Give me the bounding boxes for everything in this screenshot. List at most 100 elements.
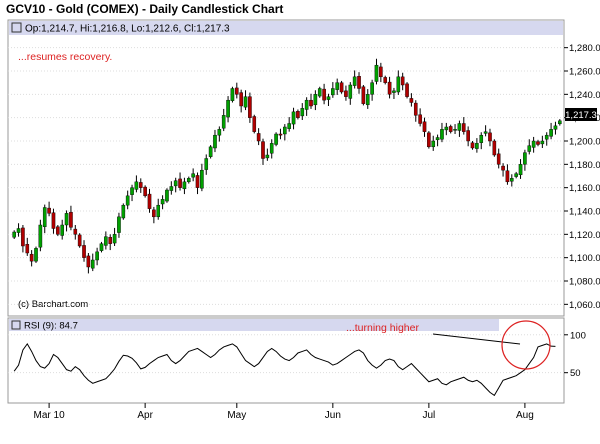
candle-down [138, 182, 143, 188]
rsi-y-axis: 50 100 [564, 330, 586, 379]
candle-up [553, 125, 558, 130]
rsi-label: RSI (9): 84.7 [24, 321, 78, 332]
candle-up [200, 169, 204, 189]
price-ytick-label: 1,180.0 [569, 160, 600, 171]
rsi-label-bar [9, 319, 499, 331]
x-axis: Mar 10 Apr May Jun Jul Aug [34, 403, 534, 421]
candle-down [86, 255, 91, 268]
candle-down [405, 83, 409, 97]
candle-up [117, 216, 121, 233]
candle-up [335, 82, 339, 90]
annotation-arrow-line [432, 333, 521, 345]
rsi-ytick-label: 100 [570, 330, 586, 341]
candle-up [370, 82, 374, 95]
price-ytick-label: 1,100.0 [569, 253, 600, 264]
candle-down [21, 227, 25, 247]
candle-up [121, 204, 126, 219]
candle-up [453, 129, 457, 131]
candle-down [51, 212, 56, 229]
candle-up [435, 137, 440, 141]
candle-up [95, 251, 99, 261]
candle-up [544, 134, 549, 140]
candle-up [392, 90, 396, 93]
price-ytick-label: 1,060.0 [569, 300, 600, 311]
candle-down [409, 98, 414, 103]
candle-down [252, 116, 257, 132]
price-ytick-label: 1,080.0 [569, 277, 600, 288]
candle-down [492, 140, 497, 156]
candle-up [540, 140, 545, 145]
candle-down [488, 132, 492, 142]
candle-down [25, 244, 30, 254]
candle-up [514, 173, 518, 177]
candle-down [73, 228, 78, 235]
ohlc-label: Op:1,214.7, Hi:1,216.8, Lo:1,212.6, Cl:1… [25, 24, 230, 35]
candle-down [418, 114, 422, 124]
candle-up [134, 181, 139, 190]
candle-up [304, 99, 309, 110]
candle-up [186, 178, 191, 183]
candle-up [125, 195, 130, 206]
candle-down [239, 92, 243, 107]
x-tick-label: May [227, 410, 246, 421]
candle-up [169, 186, 174, 191]
candle-up [213, 134, 217, 149]
candle-up [269, 143, 274, 154]
candle-down [505, 170, 510, 183]
rsi-toggle-icon[interactable] [11, 320, 21, 330]
candle-down [357, 76, 361, 89]
candle-down [387, 81, 392, 95]
candle-down [448, 126, 453, 132]
x-tick-label: Apr [137, 410, 153, 421]
price-ytick-label: 1,280.0 [569, 43, 600, 54]
price-ytick-label: 1,140.0 [569, 207, 600, 218]
candle-up [457, 123, 462, 131]
candle-up [313, 94, 318, 106]
candle-down [322, 88, 326, 101]
candle-up [374, 64, 379, 82]
candle-down [152, 209, 156, 218]
candle-down [379, 66, 383, 78]
candle-down [309, 99, 313, 107]
candle-up [165, 189, 169, 202]
rsi-annotation: ...turning higher [346, 322, 419, 334]
price-annotation: ...resumes recovery. [18, 51, 112, 63]
x-tick-label: Aug [516, 410, 534, 421]
candle-up [230, 88, 235, 101]
price-ytick-label: 1,200.0 [569, 137, 600, 148]
candle-up [160, 199, 165, 205]
candle-up [156, 204, 161, 218]
x-tick-label: Jul [422, 410, 435, 421]
candle-up [291, 111, 296, 125]
candle-down [56, 226, 60, 235]
price-ytick-label: 1,160.0 [569, 183, 600, 194]
candle-up [365, 94, 370, 106]
candle-up [510, 178, 514, 182]
candle-down [47, 207, 51, 214]
candle-up [523, 152, 527, 165]
price-ytick-label: 1,120.0 [569, 230, 600, 241]
candle-down [147, 193, 152, 209]
rsi-ytick-label: 50 [570, 368, 581, 379]
candle-down [400, 76, 405, 86]
candle-down [383, 77, 388, 83]
candle-down [466, 130, 470, 142]
candle-down [82, 245, 86, 258]
candle-up [12, 231, 16, 238]
candle-up [42, 207, 47, 227]
candle-up [191, 173, 195, 178]
candle-up [518, 164, 523, 176]
candle-down [501, 165, 505, 171]
chart-title: GCV10 - Gold (COMEX) - Daily Candlestick… [6, 2, 283, 16]
candle-up [208, 146, 213, 157]
candle-up [38, 224, 43, 248]
ohlc-toggle-icon[interactable] [11, 22, 22, 33]
candle-down [256, 133, 261, 142]
candle-up [317, 88, 322, 97]
last-price-label: 1,217.3 [565, 110, 597, 121]
candle-up [34, 248, 38, 262]
candle-up [104, 236, 108, 246]
candle-up [287, 123, 291, 129]
ohlc-bar [9, 21, 563, 35]
